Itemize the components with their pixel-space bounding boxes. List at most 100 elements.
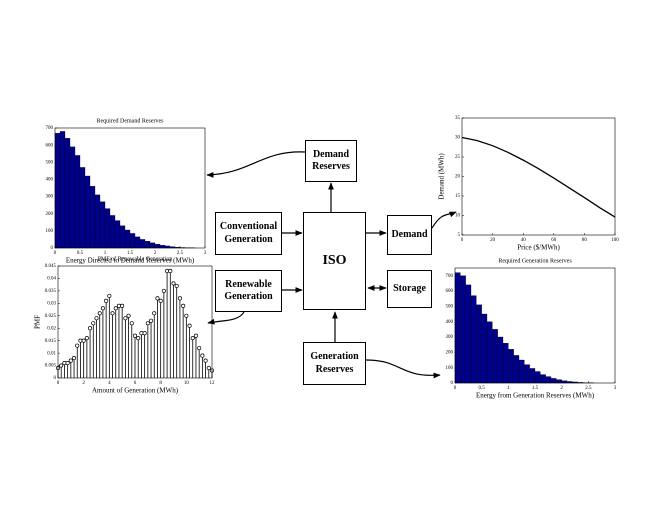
- stem-marker: [104, 298, 109, 303]
- y-axis-label: PMF: [34, 315, 42, 329]
- x-tick-label: 60: [551, 238, 557, 243]
- bar: [144, 240, 151, 249]
- arrow: [207, 311, 245, 325]
- x-tick-label: 0: [454, 386, 457, 391]
- bar: [497, 336, 504, 384]
- bar: [502, 342, 509, 384]
- x-tick-label: 2.5: [177, 251, 184, 256]
- stem-marker: [158, 298, 163, 303]
- stem-marker: [168, 268, 173, 274]
- x-tick-label: 0: [461, 238, 464, 243]
- bar: [124, 229, 131, 249]
- y-tick-label: 0.01: [47, 351, 56, 356]
- chart-title: Required Generation Reserves: [498, 258, 572, 264]
- stem-marker: [97, 311, 102, 316]
- stem-marker: [126, 313, 131, 318]
- stem-marker: [132, 333, 138, 338]
- y-tick-label: 200: [46, 212, 54, 217]
- y-tick-label: 700: [46, 126, 54, 131]
- x-tick-label: 1.5: [532, 386, 539, 391]
- y-tick-label: 600: [446, 289, 454, 294]
- x-tick-label: 20: [490, 238, 496, 243]
- x-tick-label: 6: [134, 381, 137, 386]
- bar: [99, 201, 106, 249]
- y-tick-label: 0.045: [45, 264, 57, 269]
- x-tick-label: 100: [611, 238, 619, 243]
- bar: [524, 364, 530, 384]
- y-tick-label: 700: [446, 274, 454, 279]
- y-tick-label: 100: [446, 366, 454, 371]
- bar: [164, 245, 171, 249]
- x-tick-label: 1: [104, 251, 107, 256]
- x-tick-label: 10: [184, 381, 190, 386]
- x-axis-label: Energy Directed to Demand Reserves (MWh): [66, 257, 195, 265]
- y-axis-label: Demand (MWh): [438, 153, 446, 200]
- bar: [513, 355, 520, 384]
- y-tick-label: 0.015: [45, 339, 57, 344]
- chart-title: PMF of Renewable Generation: [98, 255, 173, 262]
- stem-marker: [91, 321, 96, 326]
- stem-marker: [177, 296, 182, 301]
- x-tick-label: 12: [210, 381, 216, 386]
- bar: [59, 131, 66, 249]
- y-tick-label: 0: [51, 246, 54, 251]
- x-tick-label: 3: [204, 251, 207, 256]
- stem-marker: [129, 321, 134, 326]
- bar: [134, 236, 141, 249]
- arrow: [365, 359, 441, 379]
- stem-marker: [68, 358, 73, 363]
- y-tick-label: 20: [455, 175, 461, 180]
- node: Generation Reserves: [303, 342, 366, 385]
- node: Demand: [387, 215, 432, 255]
- node: Renewable Generation: [215, 270, 282, 312]
- x-tick-label: 0: [54, 251, 57, 256]
- stem-marker: [187, 323, 192, 328]
- stem-marker: [206, 365, 211, 371]
- y-tick-label: 400: [446, 320, 454, 325]
- y-tick-label: 500: [446, 304, 454, 309]
- bar: [486, 321, 493, 384]
- stem-marker: [75, 343, 80, 348]
- stem-marker: [65, 361, 70, 366]
- bar: [119, 225, 126, 249]
- bar: [139, 239, 146, 249]
- stem-marker: [71, 356, 77, 361]
- x-tick-label: 0.5: [479, 386, 486, 391]
- stem-marker: [152, 311, 157, 316]
- bar: [534, 371, 541, 384]
- node: Storage: [387, 270, 432, 308]
- bar: [149, 242, 156, 249]
- bar: [556, 379, 562, 384]
- stem-marker: [145, 321, 150, 326]
- y-tick-label: 35: [455, 116, 461, 121]
- stem-marker: [155, 296, 160, 301]
- stem-marker: [200, 353, 205, 358]
- stem-marker: [203, 358, 208, 363]
- y-tick-label: 0: [451, 381, 454, 386]
- bar: [529, 368, 536, 384]
- x-tick-label: 4: [108, 381, 111, 386]
- bar: [470, 295, 477, 384]
- bar: [550, 378, 557, 384]
- line: [461, 136, 616, 218]
- stem-marker: [174, 283, 179, 288]
- node: Conventional Generation: [215, 212, 282, 255]
- bar: [476, 304, 482, 384]
- bar: [508, 349, 514, 384]
- stem-marker: [59, 363, 64, 368]
- y-tick-label: 200: [446, 350, 454, 355]
- node: Demand Reserves: [305, 140, 357, 182]
- stem-marker: [184, 313, 189, 318]
- y-tick-label: 10: [455, 214, 461, 219]
- bar: [109, 215, 116, 249]
- bar: [89, 186, 96, 249]
- chart-title: Required Demand Reserves: [97, 118, 165, 124]
- y-tick-label: 30: [455, 136, 461, 141]
- bar: [545, 376, 552, 384]
- bar: [454, 272, 461, 384]
- stem-marker: [113, 306, 118, 311]
- bar: [74, 155, 81, 249]
- y-tick-label: 500: [46, 160, 54, 165]
- y-tick-label: 600: [46, 143, 54, 148]
